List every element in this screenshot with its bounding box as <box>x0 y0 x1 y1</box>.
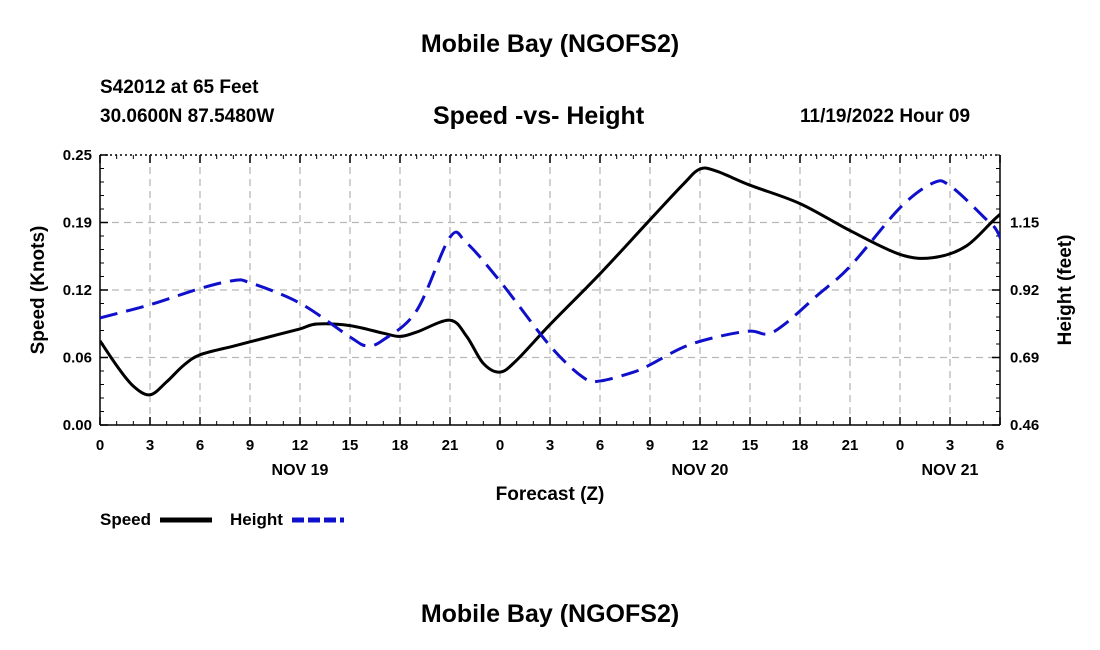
axis-labels: 0 3 6 9 12 15 18 21 0 3 6 9 12 15 18 21 0 3 6 0.00 0.06 0.12 0… <box>28 147 1076 505</box>
station-label: S42012 at 65 Feet <box>100 77 259 98</box>
x-tick-label: 21 <box>842 437 859 454</box>
legend-label-speed: Speed <box>100 510 151 529</box>
chart-subtitle: Speed -vs- Height <box>433 102 645 130</box>
x-tick-label: 6 <box>596 437 604 454</box>
y2-tick-label: 0.92 <box>1010 282 1039 299</box>
series-line-height <box>100 179 1000 384</box>
x-tick-label: 15 <box>342 437 359 454</box>
y2-tick-label: 1.15 <box>1010 215 1039 232</box>
y-tick-label: 0.06 <box>63 350 92 367</box>
y2-axis-title: Height (feet) <box>1055 235 1076 346</box>
series <box>100 166 1000 397</box>
x-tick-label: 21 <box>442 437 459 454</box>
footer-title: Mobile Bay (NGOFS2) <box>420 600 680 628</box>
y-tick-label: 0.00 <box>63 417 92 434</box>
series-line-speed <box>100 166 1000 397</box>
date-label: NOV 19 <box>272 462 329 479</box>
coordinates-label: 30.0600N 87.5480W <box>100 106 275 127</box>
date-label: NOV 20 <box>672 462 729 479</box>
chart-title: Mobile Bay (NGOFS2) <box>420 30 680 58</box>
forecast-timestamp: 11/19/2022 Hour 09 <box>800 106 971 127</box>
y2-tick-label: 0.46 <box>1010 417 1039 434</box>
x-tick-label: 3 <box>146 437 154 454</box>
grid <box>100 155 1000 425</box>
x-axis-title: Forecast (Z) <box>496 484 605 505</box>
axes <box>99 154 1001 426</box>
legend-label-height: Height <box>230 510 283 529</box>
x-tick-label: 6 <box>196 437 204 454</box>
x-tick-label: 12 <box>292 437 309 454</box>
x-tick-label: 0 <box>496 437 504 454</box>
x-tick-label: 9 <box>246 437 254 454</box>
y-tick-label: 0.25 <box>63 147 92 164</box>
x-tick-label: 12 <box>692 437 709 454</box>
y-tick-label: 0.19 <box>63 215 92 232</box>
x-tick-label: 6 <box>996 437 1004 454</box>
x-tick-label: 18 <box>392 437 409 454</box>
x-tick-label: 3 <box>946 437 954 454</box>
date-label: NOV 21 <box>922 462 979 479</box>
x-tick-label: 0 <box>896 437 904 454</box>
x-tick-label: 15 <box>742 437 759 454</box>
x-tick-label: 9 <box>646 437 654 454</box>
legend: Speed Height <box>100 510 344 529</box>
x-tick-label: 0 <box>96 437 104 454</box>
x-tick-label: 18 <box>792 437 809 454</box>
y-tick-label: 0.12 <box>63 282 92 299</box>
y-axis-title: Speed (Knots) <box>28 226 49 355</box>
y2-tick-label: 0.69 <box>1010 350 1039 367</box>
x-tick-label: 3 <box>546 437 554 454</box>
